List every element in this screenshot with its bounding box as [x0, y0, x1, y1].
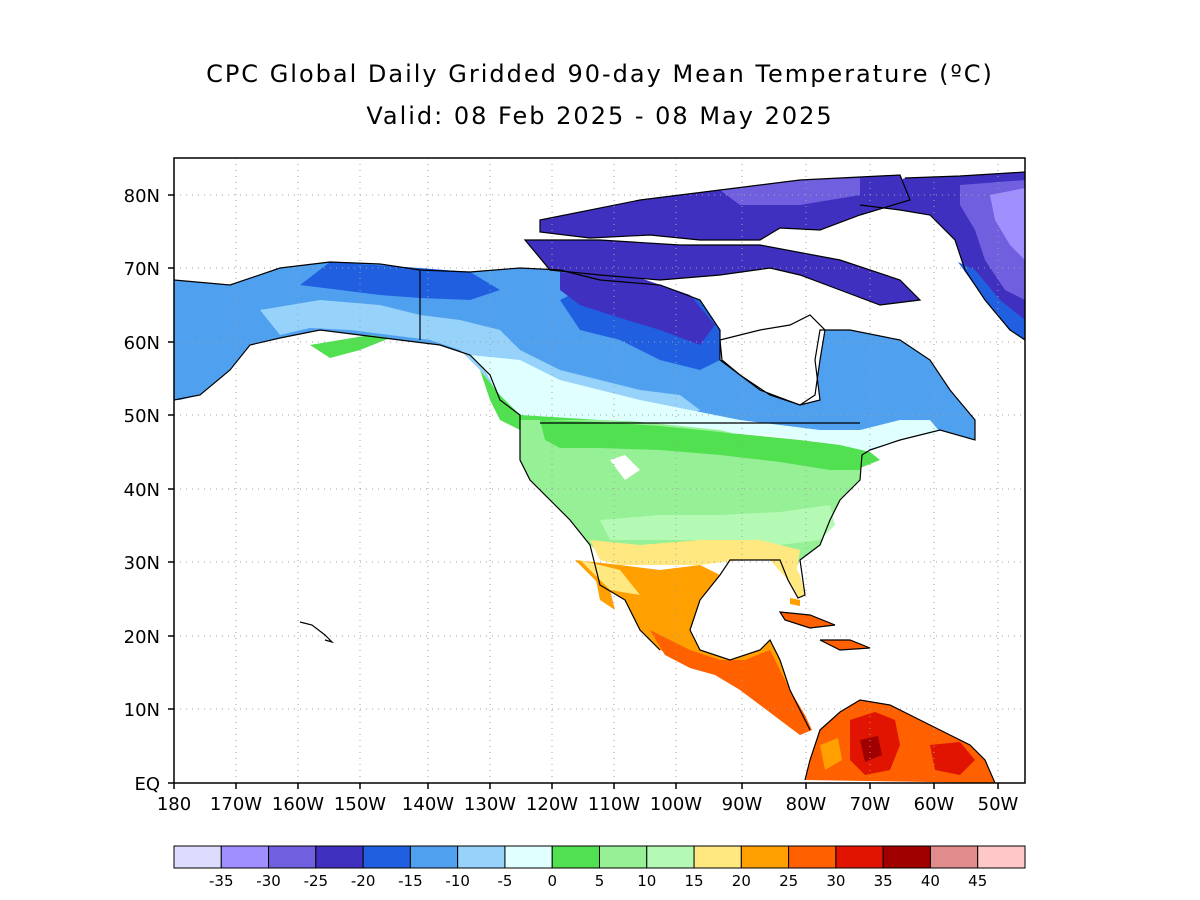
colorbar-tick-label: 40: [921, 872, 940, 890]
colorbar-swatch: [835, 845, 884, 869]
lat-label: 40N: [124, 480, 160, 501]
lon-label: 170W: [210, 794, 262, 815]
colorbar-swatch: [929, 845, 979, 869]
lon-label: 150W: [334, 794, 386, 815]
colorbar-tick-label: -5: [497, 872, 512, 890]
colorbar-tick-label: 5: [595, 872, 605, 890]
colorbar-swatch: [362, 845, 411, 869]
colorbar-tick-label: -15: [398, 872, 423, 890]
map-subtitle: Valid: 08 Feb 2025 - 08 May 2025: [366, 102, 834, 130]
colorbar: [173, 845, 1026, 869]
lat-label: 20N: [124, 627, 160, 648]
coastlines: [173, 171, 1026, 784]
lon-label: 180: [157, 794, 191, 815]
lat-label: 10N: [124, 700, 160, 721]
colorbar-swatch: [409, 845, 459, 869]
lat-label: 30N: [124, 553, 160, 574]
colorbar-swatch: [646, 845, 695, 869]
map-title: CPC Global Daily Gridded 90-day Mean Tem…: [206, 60, 994, 88]
colorbar-swatch: [551, 845, 601, 869]
colorbar-tick-label: 45: [968, 872, 987, 890]
lon-label: 110W: [588, 794, 640, 815]
colorbar-swatch: [693, 845, 742, 869]
longitude-labels: 180 170W 160W 150W 140W 130W 120W 110W 1…: [157, 794, 1019, 815]
lat-label: 70N: [124, 259, 160, 280]
colorbar-tick-label: -30: [256, 872, 281, 890]
lat-label: EQ: [134, 774, 160, 795]
colorbar-tick-label: -10: [445, 872, 470, 890]
colorbar-tick-label: -25: [304, 872, 329, 890]
colorbar-swatch: [504, 845, 553, 869]
lon-label: 140W: [402, 794, 454, 815]
colorbar-swatch: [315, 845, 364, 869]
colorbar-swatch: [599, 845, 648, 869]
colorbar-swatch: [220, 845, 270, 869]
colorbar-swatch: [882, 845, 931, 869]
colorbar-tick-label: 30: [826, 872, 845, 890]
map-fill-layer: [174, 172, 1025, 783]
colorbar-swatch: [268, 845, 317, 869]
lon-label: 80W: [786, 794, 827, 815]
hudson-bay: [720, 315, 825, 405]
lon-label: 60W: [914, 794, 955, 815]
colorbar-swatch: [740, 845, 790, 869]
colorbar-tick-label: 0: [547, 872, 557, 890]
colorbar-swatch: [173, 845, 222, 869]
map-frame: [173, 157, 1026, 784]
lon-label: 70W: [850, 794, 891, 815]
caribbean-islands: [780, 612, 870, 650]
gridlines: [174, 158, 1025, 783]
colorbar-swatch: [788, 845, 837, 869]
lon-label: 160W: [272, 794, 324, 815]
colorbar-tick-label: -20: [351, 872, 376, 890]
colorbar-tick-label: 25: [779, 872, 798, 890]
lat-label: 50N: [124, 406, 160, 427]
colorbar-swatch: [457, 845, 506, 869]
lat-label: 80N: [124, 186, 160, 207]
colorbar-labels: -35 -30 -25 -20 -15 -10 -5 0 5 10 15 20 25 30 35 40 45: [209, 872, 987, 890]
lon-label: 100W: [650, 794, 702, 815]
lon-label: 90W: [722, 794, 763, 815]
latitude-labels: 80N 70N 60N 50N 40N 30N 20N 10N EQ: [124, 186, 160, 795]
lon-label: 120W: [526, 794, 578, 815]
colorbar-tick-label: 15: [685, 872, 704, 890]
colorbar-tick-label: 10: [637, 872, 656, 890]
colorbar-swatch: [977, 845, 1026, 869]
lat-label: 60N: [124, 333, 160, 354]
colorbar-tick-label: 20: [732, 872, 751, 890]
colorbar-tick-label: 35: [874, 872, 893, 890]
colorbar-tick-label: -35: [209, 872, 234, 890]
lon-label: 50W: [978, 794, 1019, 815]
lon-label: 130W: [464, 794, 516, 815]
